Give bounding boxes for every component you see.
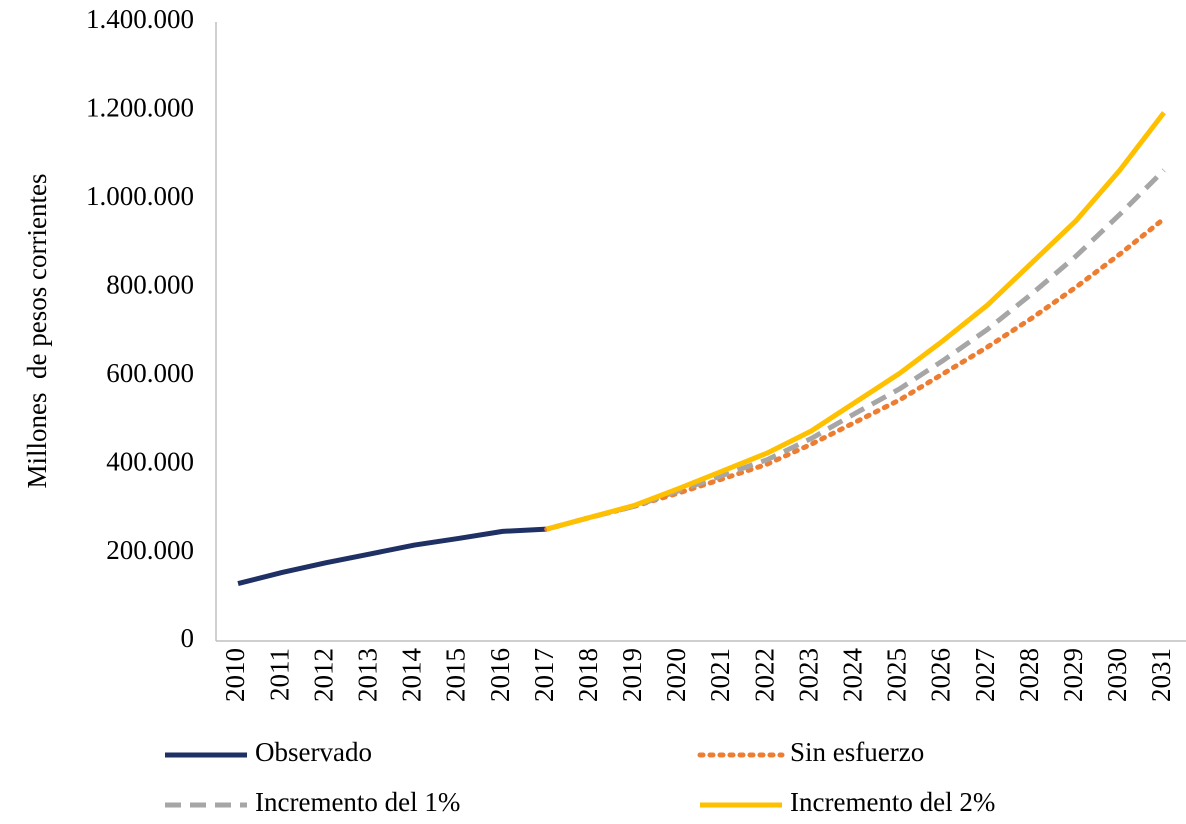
x-tick-label: 2015: [441, 648, 471, 702]
x-tick-label: 2021: [705, 648, 735, 702]
x-tick-label: 2012: [308, 648, 338, 702]
y-tick-label: 0: [181, 623, 195, 653]
x-tick-label: 2010: [220, 648, 250, 702]
x-tick-label: 2018: [573, 648, 603, 702]
x-tick-label: 2019: [617, 648, 647, 702]
x-tick-label: 2023: [793, 648, 823, 702]
x-tick-label: 2029: [1058, 648, 1088, 702]
y-tick-label: 1.000.000: [86, 181, 194, 211]
y-tick-label: 200.000: [106, 535, 194, 565]
series-line: [544, 216, 1167, 532]
legend-label: Observado: [255, 737, 372, 767]
y-tick-label: 800.000: [106, 269, 194, 299]
x-tick-label: 2014: [397, 648, 427, 703]
series-line: [237, 526, 547, 586]
x-tick-label: 2016: [485, 648, 515, 702]
y-tick-label: 1.400.000: [86, 4, 194, 34]
legend-label: Incremento del 2%: [790, 787, 995, 817]
x-tick-label: 2017: [529, 648, 559, 702]
y-axis-label: Millones de pesos corrientes: [22, 174, 52, 489]
x-tick-label: 2011: [264, 648, 294, 701]
x-tick-label: 2030: [1102, 648, 1132, 702]
x-tick-label: 2028: [1014, 648, 1044, 702]
y-tick-label: 600.000: [106, 358, 194, 388]
x-tick-label: 2031: [1146, 648, 1176, 702]
legend-label: Incremento del 1%: [255, 787, 460, 817]
x-tick-label: 2027: [970, 648, 1000, 702]
y-tick-label: 400.000: [106, 446, 194, 476]
x-tick-label: 2020: [661, 648, 691, 702]
x-tick-label: 2024: [838, 648, 868, 703]
series-line: [546, 111, 1166, 532]
x-tick-label: 2025: [882, 648, 912, 702]
legend-label: Sin esfuerzo: [790, 737, 924, 767]
x-tick-label: 2026: [926, 648, 956, 702]
y-tick-label: 1.200.000: [86, 93, 194, 123]
x-tick-label: 2013: [353, 648, 383, 702]
x-tick-label: 2022: [749, 648, 779, 702]
